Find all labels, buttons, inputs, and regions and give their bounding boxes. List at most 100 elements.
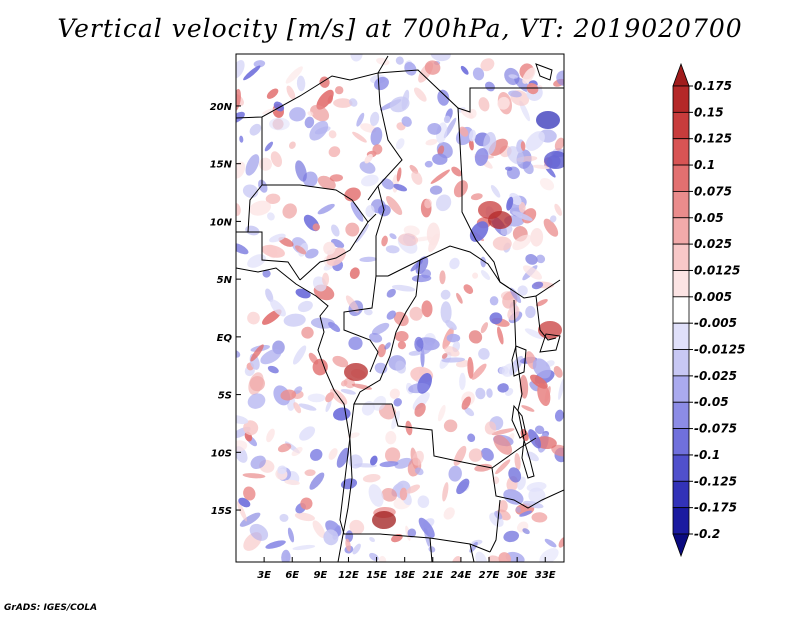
lon-label: 9E [313, 570, 327, 581]
velocity-patch [506, 196, 514, 211]
velocity-patch [437, 404, 446, 422]
velocity-patch [322, 272, 330, 286]
velocity-patch [531, 281, 544, 290]
velocity-patch [522, 67, 536, 84]
velocity-patch [424, 160, 433, 168]
velocity-patch [441, 357, 466, 363]
velocity-patch [368, 484, 384, 507]
velocity-patch [389, 233, 397, 240]
velocity-patch [443, 507, 455, 520]
velocity-patch [411, 171, 423, 185]
velocity-patch [475, 551, 488, 562]
colorbar-swatch [672, 111, 690, 140]
velocity-patch [404, 62, 417, 76]
velocity-hotspot [538, 321, 562, 339]
velocity-patch [389, 96, 410, 113]
velocity-patch [264, 141, 274, 152]
velocity-patch [248, 372, 264, 395]
velocity-patch [512, 211, 533, 221]
velocity-patch [554, 137, 564, 151]
colorbar-label: -0.005 [694, 316, 737, 330]
velocity-patch [514, 452, 521, 471]
velocity-patch [418, 517, 435, 538]
velocity-patch [526, 482, 547, 492]
velocity-patch [236, 203, 241, 216]
colorbar-swatch [672, 243, 690, 271]
velocity-patch [489, 296, 499, 306]
velocity-patch [317, 175, 336, 190]
velocity-patch [297, 300, 313, 313]
lat-label: EQ [217, 333, 233, 344]
colorbar-label: 0.05 [694, 211, 724, 225]
velocity-patch [554, 409, 564, 422]
colorbar-label: 0.075 [694, 184, 732, 198]
velocity-patch [522, 265, 543, 280]
velocity-patch [429, 185, 443, 195]
velocity-patch [381, 178, 394, 190]
velocity-patch [503, 530, 520, 543]
velocity-patch [242, 473, 266, 479]
colorbar: 0.175 0.15 0.125 0.1 0.075 0.05 0.025 0.0125 0.0… [672, 62, 745, 558]
velocity-patch [374, 76, 389, 91]
velocity-patch [530, 374, 548, 389]
velocity-hotspot [344, 363, 368, 381]
velocity-patch [428, 546, 436, 553]
velocity-patch [282, 203, 297, 219]
velocity-patch [292, 544, 316, 551]
velocity-patch [413, 87, 427, 102]
velocity-patch [243, 486, 256, 501]
velocity-patch [363, 308, 373, 316]
velocity-patch [304, 116, 315, 129]
velocity-patch [456, 292, 463, 304]
velocity-patch [348, 454, 363, 469]
velocity-patch [329, 174, 343, 182]
velocity-patch [398, 233, 419, 247]
velocity-patch [480, 58, 495, 72]
velocity-patch [286, 85, 296, 100]
velocity-patch [443, 419, 458, 433]
lon-label: 6E [285, 570, 299, 581]
velocity-patch [333, 98, 353, 108]
velocity-patch [498, 500, 508, 513]
velocity-patch [497, 96, 510, 110]
velocity-patch [386, 288, 396, 298]
velocity-patch [407, 528, 417, 538]
velocity-patch [336, 447, 350, 468]
colorbar-bottom-arrow [672, 533, 690, 558]
velocity-patch [247, 393, 266, 409]
velocity-patch [518, 201, 526, 213]
lat-label: 5N [217, 275, 233, 286]
velocity-patch [249, 123, 262, 136]
velocity-patch [508, 90, 522, 98]
velocity-patch [283, 313, 306, 327]
map-title: Vertical velocity [m/s] at 700hPa, VT: 2… [57, 14, 743, 43]
velocity-patch [247, 311, 260, 325]
velocity-patch [249, 200, 271, 216]
velocity-patch [304, 469, 316, 477]
velocity-patch [522, 161, 534, 175]
velocity-patch [443, 115, 451, 124]
velocity-patch [331, 224, 340, 237]
velocity-patch [463, 284, 474, 294]
velocity-patch [253, 60, 266, 68]
lon-label: 21E [422, 570, 443, 581]
velocity-patch [299, 426, 316, 441]
velocity-patch [294, 512, 315, 522]
velocity-patch [480, 270, 491, 280]
velocity-patch [364, 154, 373, 164]
velocity-patch [448, 465, 462, 482]
velocity-patch [497, 326, 504, 345]
velocity-patch [238, 497, 251, 508]
colorbar-swatch [672, 296, 690, 324]
velocity-patch [348, 336, 363, 350]
longitude-labels: 3E 6E 9E 12E 15E 18E 21E 24E 27E 30E 33E [257, 557, 556, 581]
velocity-patch [289, 107, 306, 122]
colorbar-swatch [672, 85, 690, 113]
colorbar-label: -0.2 [694, 527, 720, 541]
velocity-patch [471, 363, 487, 380]
velocity-patch [452, 555, 461, 562]
velocity-patch [247, 254, 266, 268]
velocity-hotspot [544, 151, 564, 169]
velocity-patch [409, 306, 423, 321]
velocity-patch [544, 538, 557, 548]
